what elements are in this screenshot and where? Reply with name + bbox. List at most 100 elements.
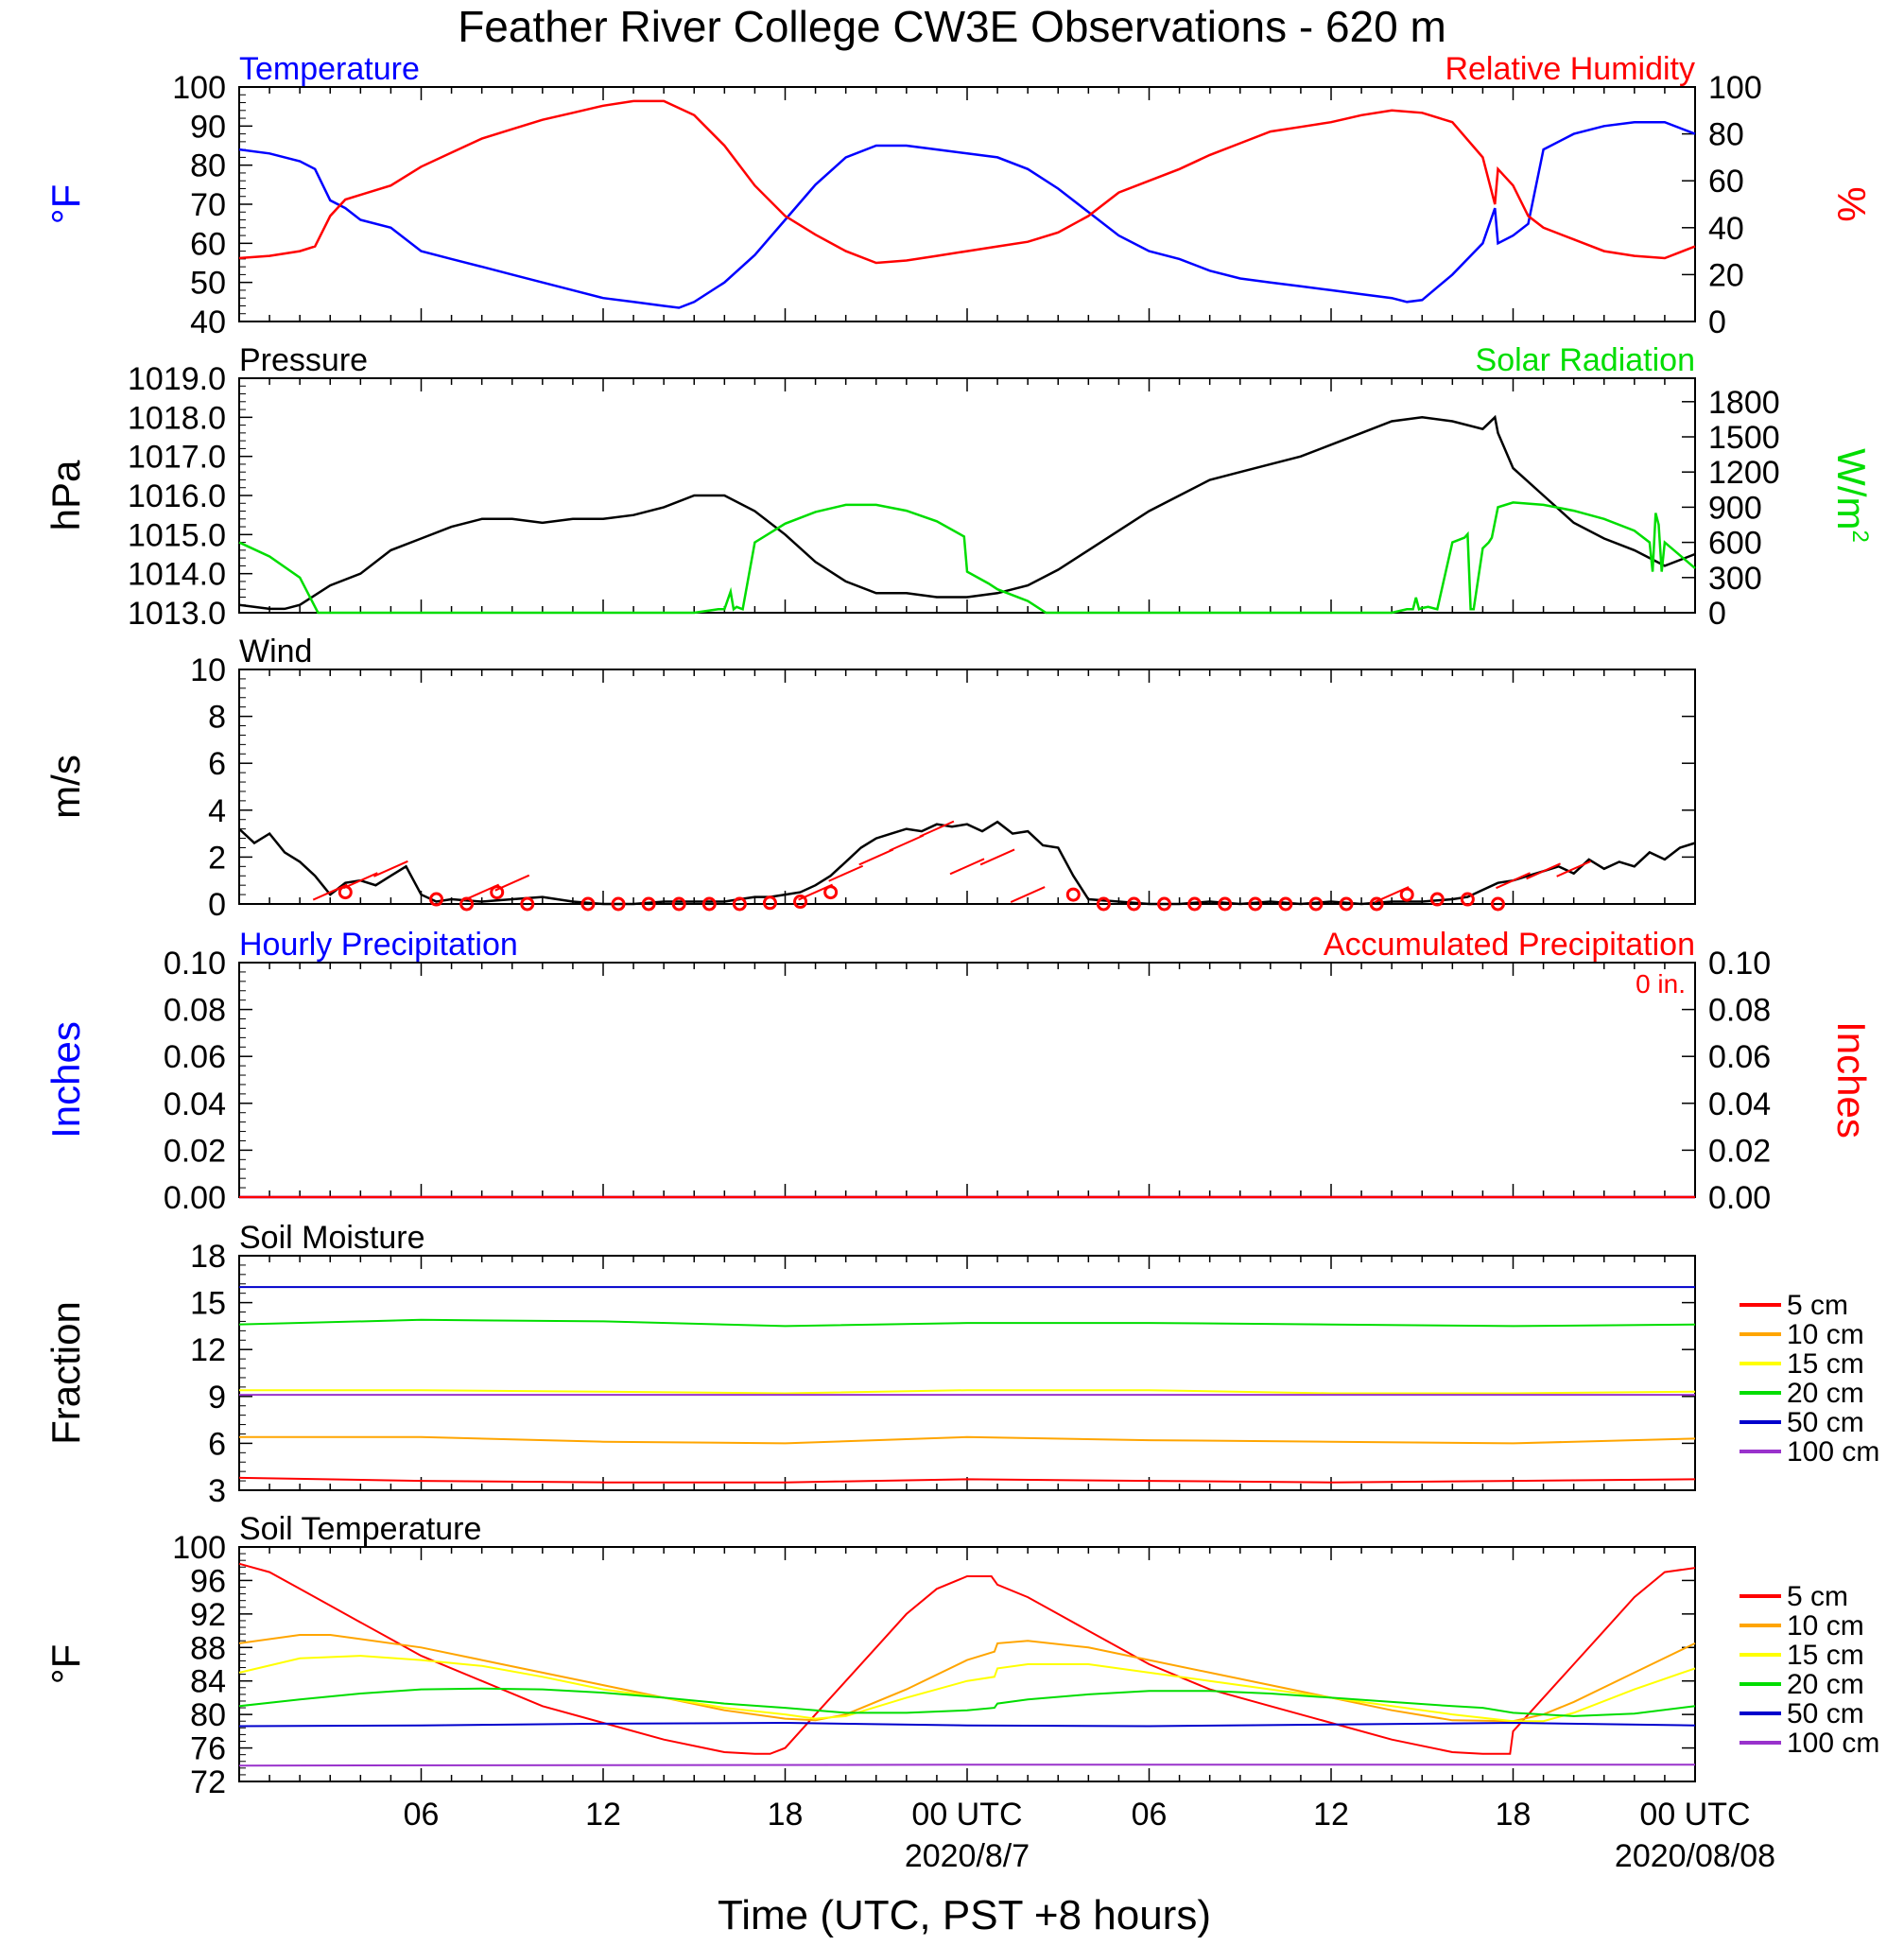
wind-barb (979, 848, 1015, 866)
wind-barb (828, 864, 864, 882)
wind-barb (1556, 860, 1592, 877)
y-right-tick-label: 60 (1708, 164, 1744, 200)
y-tick-label: 1014.0 (128, 557, 226, 593)
wind-barb (342, 872, 378, 890)
series-line-100-cm (238, 1764, 1695, 1767)
legend-label: 10 cm (1787, 1610, 1864, 1642)
wind-barb (1496, 872, 1531, 890)
calm-wind-marker (459, 896, 475, 912)
y-axis-label-right: W/m2 (1829, 448, 1874, 543)
y-right-tick-label: 0.06 (1708, 1039, 1771, 1075)
y-right-tick-label: 40 (1708, 211, 1744, 247)
series-line-5-cm (238, 1476, 1696, 1484)
calm-wind-marker (1157, 896, 1172, 912)
series-line-10-cm (238, 1634, 1696, 1723)
series-line-temperature (238, 120, 1696, 309)
x-tick-label: 00 UTC (911, 1797, 1022, 1833)
calm-wind-marker (823, 885, 839, 900)
x-date-label: 2020/8/7 (905, 1838, 1030, 1874)
y-right-tick-label: 900 (1708, 490, 1762, 526)
y-tick-label: 12 (190, 1332, 226, 1368)
y-tick-label: 1018.0 (128, 400, 226, 436)
calm-wind-marker (701, 896, 717, 912)
y-tick-label: 76 (190, 1731, 226, 1767)
plot-frame (238, 377, 1696, 614)
y-right-tick-label: 100 (1708, 70, 1762, 106)
y-tick-label: 60 (190, 226, 226, 262)
legend-label: 20 cm (1787, 1378, 1864, 1409)
series-line-20-cm (238, 1318, 1696, 1328)
legend-label: 5 cm (1787, 1581, 1848, 1612)
legend-label: 50 cm (1787, 1698, 1864, 1729)
y-tick-label: 0 (208, 887, 226, 923)
y-tick-label: 6 (208, 1426, 226, 1462)
calm-wind-marker (1218, 896, 1233, 912)
wind-barb (919, 820, 955, 838)
series-line-20-cm (238, 1687, 1696, 1717)
y-tick-label: 40 (190, 304, 226, 340)
y-tick-label: 0.04 (164, 1086, 226, 1122)
calm-wind-marker (490, 885, 505, 900)
legend-label: 100 cm (1787, 1436, 1879, 1468)
figure-title: Feather River College CW3E Observations … (458, 2, 1446, 51)
calm-wind-marker (1126, 896, 1141, 912)
y-axis-label-left: Inches (43, 1021, 88, 1138)
panel-title-left: Soil Moisture (239, 1220, 425, 1256)
y-right-tick-label: 300 (1708, 561, 1762, 597)
y-axis-label-right-sup: 2 (1847, 530, 1873, 542)
panel-title-right: Accumulated Precipitation (1324, 927, 1695, 963)
y-right-tick-label: 1200 (1708, 455, 1780, 491)
x-tick-label: 06 (404, 1797, 440, 1833)
y-right-tick-label: 1500 (1708, 420, 1780, 456)
series-line-10-cm (239, 1435, 1696, 1445)
y-tick-label: 0.10 (164, 946, 226, 982)
wind-barb (889, 834, 925, 852)
calm-wind-marker (732, 896, 747, 912)
y-tick-label: 72 (190, 1764, 226, 1800)
panel-wind: 0 2 4 6 8 10 Wind m/s (43, 634, 1696, 923)
y-tick-label: 4 (208, 793, 226, 829)
y-tick-label: 100 (172, 1530, 226, 1566)
y-tick-label: 100 (172, 70, 226, 106)
y-tick-label: 0.08 (164, 993, 226, 1029)
panel-title-left: Pressure (239, 342, 368, 378)
calm-wind-marker (1339, 896, 1354, 912)
y-axis-label-left: hPa (43, 460, 88, 530)
y-right-tick-label: 600 (1708, 526, 1762, 562)
y-tick-label: 3 (208, 1473, 226, 1509)
plot-frame (238, 86, 1696, 322)
legend-label: 15 cm (1787, 1348, 1864, 1380)
y-tick-label: 88 (190, 1630, 226, 1666)
series-line-5-cm (238, 1562, 1696, 1755)
y-axis-label-left: Fraction (43, 1301, 88, 1445)
panel-title-left: Temperature (239, 51, 420, 87)
y-tick-label: 6 (208, 746, 226, 782)
y-tick-label: 10 (190, 652, 226, 688)
calm-wind-marker (1248, 896, 1263, 912)
panel-title-left: Hourly Precipitation (239, 927, 518, 963)
y-tick-label: 80 (190, 1697, 226, 1733)
calm-wind-marker (671, 896, 686, 912)
y-axis-label-right: % (1829, 186, 1874, 221)
panel-title-right: Relative Humidity (1445, 51, 1695, 87)
calm-wind-marker (793, 895, 808, 910)
wind-barb (1010, 886, 1046, 903)
series-line-50-cm (238, 1721, 1696, 1728)
legend-label: 100 cm (1787, 1728, 1879, 1759)
panel-title-right: Solar Radiation (1476, 342, 1695, 378)
y-tick-label: 0.06 (164, 1039, 226, 1075)
y-tick-label: 15 (190, 1286, 226, 1322)
x-tick-label: 12 (585, 1797, 621, 1833)
calm-wind-marker (1369, 896, 1384, 912)
x-tick-label: 00 UTC (1639, 1797, 1750, 1833)
x-tick-label: 12 (1313, 1797, 1349, 1833)
calm-wind-marker (1187, 896, 1203, 912)
y-right-tick-label: 20 (1708, 257, 1744, 293)
panel-title-left: Wind (239, 634, 312, 669)
y-right-tick-label: 1800 (1708, 385, 1780, 421)
